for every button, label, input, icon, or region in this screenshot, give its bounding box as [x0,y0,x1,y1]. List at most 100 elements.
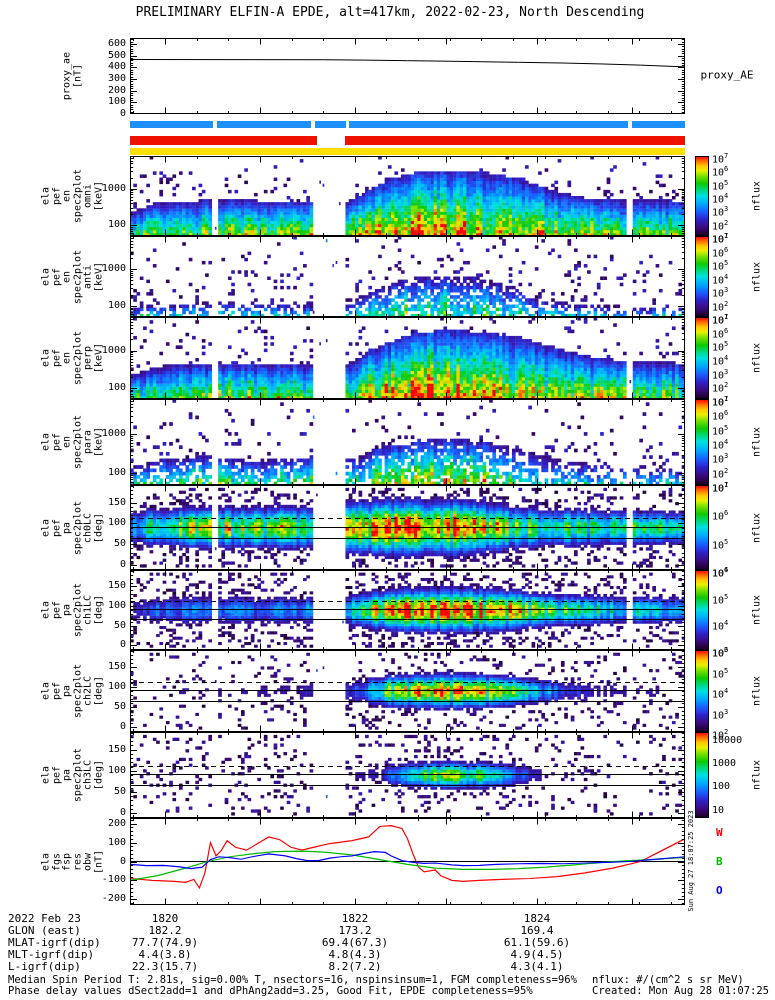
proxy-ae-canvas [130,38,685,114]
nflux-label: nflux [751,180,763,212]
colorbar-tick-label: 101 [712,481,729,495]
panel-canvas-pa_ch1LC [130,570,685,650]
panel-left-label: ela pef en spec2plot omni [keV] [40,168,105,224]
page-title: PRELIMINARY ELFIN-A EPDE, alt=417km, 202… [135,5,645,20]
colorbar-tick-label: 102 [712,466,729,480]
colorbar [695,399,709,485]
availability-bar-blue [349,121,628,128]
colorbar [695,650,709,732]
y-tick-label: 50 [113,701,126,713]
y-tick-label: 100 [107,219,126,231]
panel-canvas-fgs_obw [130,818,685,905]
colorbar-tick-label: 105 [712,340,729,354]
colorbar-tick-label: 105 [712,259,729,273]
nflux-label: nflux [751,342,763,374]
colorbar-tick-label: 103 [712,646,729,660]
footer-value: 182.2 [148,924,182,937]
panel-canvas-pa_ch2LC [130,650,685,732]
footer-value: 8.2(7.2) [328,960,382,973]
availability-bar-blue [314,121,346,128]
panel-left-label: ela fgs fsp res obw [nT] [40,849,105,874]
colorbar-tick-label: 106 [712,409,729,423]
nflux-label: nflux [751,261,763,292]
footer-value: 173.2 [338,924,372,937]
colorbar-tick-label: 107 [712,313,729,327]
y-tick-label: 200 [107,817,126,829]
availability-bar-red [130,136,318,145]
footer-value: 4.3(4.1) [510,960,564,973]
colorbar-tick-label: 101 [712,232,729,246]
colorbar-tick-label: 103 [712,367,729,381]
series-legend-O: O [716,884,723,897]
colorbar-tick-label: 102 [712,299,729,313]
footnote-phase-delay: Phase delay values dSect2add=1 and dPhAn… [8,985,533,997]
panel-left-label: ela pef pa spec2plot ch1LC [deg] [40,582,105,638]
colorbar-tick-label: 106 [712,509,729,523]
y-tick-label: 100 [107,299,126,311]
y-tick-label: 150 [107,660,126,672]
footer-value: 4.8(4.3) [328,948,382,961]
colorbar-tick-label: 106 [712,566,729,580]
y-tick-label: -200 [101,893,126,905]
footer-value: 77.7(74.9) [131,936,199,949]
y-tick-label: 500 [107,49,126,61]
y-tick-label: -100 [101,874,126,886]
colorbar-tick-label: 103 [712,707,729,721]
y-tick-label: 1000 [101,182,126,194]
y-tick-label: 100 [107,517,126,529]
colorbar [695,317,709,399]
availability-bar-blue [130,121,213,128]
colorbar-tick-label: 106 [712,245,729,259]
colorbar-tick-label: 106 [712,646,729,660]
side-timestamp: Sun Aug 27 18:07:25 2023 [687,810,695,912]
panel-left-label: ela pef en spec2plot anti [keV] [40,249,105,304]
nflux-label: nflux [751,512,763,543]
colorbar-tick-label: 102 [712,218,729,232]
colorbar-tick-label: 105 [712,666,729,680]
y-tick-label: 50 [113,785,126,797]
y-tick-label: 300 [107,72,126,84]
y-tick-label: 600 [107,37,126,49]
y-tick-label: 100 [107,96,126,108]
availability-bar-blue [216,121,312,128]
panel-canvas-pa_ch0LC [130,485,685,570]
panel-canvas-en_anti [130,236,685,317]
colorbar-tick-label: 10000 [712,734,743,746]
colorbar-tick-label: 101 [712,395,729,409]
availability-bar-red [344,136,685,145]
y-tick-label: 100 [107,764,126,776]
colorbar-tick-label: 107 [712,152,729,166]
footer-row-label: 2022 Feb 23 [8,912,81,925]
y-tick-label: 0 [119,855,126,867]
footer-row-label: MLAT-igrf(dip) [8,936,101,949]
footer-value: 61.1(59.6) [503,936,571,949]
y-tick-label: 0 [119,559,126,570]
y-tick-label: 1000 [101,428,126,440]
y-tick-label: 0 [119,806,126,818]
colorbar-tick-label: 105 [712,178,729,192]
colorbar-tick-label: 1000 [712,757,737,769]
colorbar-tick-label: 102 [712,728,729,742]
colorbar-tick-label: 105 [712,592,729,606]
panel-canvas-en_para [130,399,685,485]
colorbar-tick-label: 107 [712,232,729,246]
colorbar-tick-label: 104 [712,687,729,701]
colorbar [695,485,709,570]
colorbar-tick-label: 100 [712,781,731,793]
series-legend-B: B [716,855,723,868]
panel-left-label: ela pef en spec2plot perp [keV] [40,330,105,386]
colorbar-tick-label: 104 [712,438,729,452]
y-tick-label: 100 [107,836,126,848]
colorbar [695,156,709,236]
colorbar-tick-label: 104 [712,619,729,633]
panel-canvas-pa_ch3LC [130,732,685,818]
series-legend-W: W [716,826,723,839]
nflux-units-note: nflux: #/(cm^2 s sr MeV) [592,974,744,986]
footer-value: 69.4(67.3) [321,936,389,949]
footer-value: 4.9(4.5) [510,948,564,961]
y-tick-label: 0 [119,721,126,733]
footnote-median-spin: Median Spin Period T: 2.81s, sig=0.00% T… [8,974,577,986]
panel-canvas-en_perp [130,317,685,399]
footer-row-label: GLON (east) [8,924,81,937]
colorbar-tick-label: 106 [712,326,729,340]
